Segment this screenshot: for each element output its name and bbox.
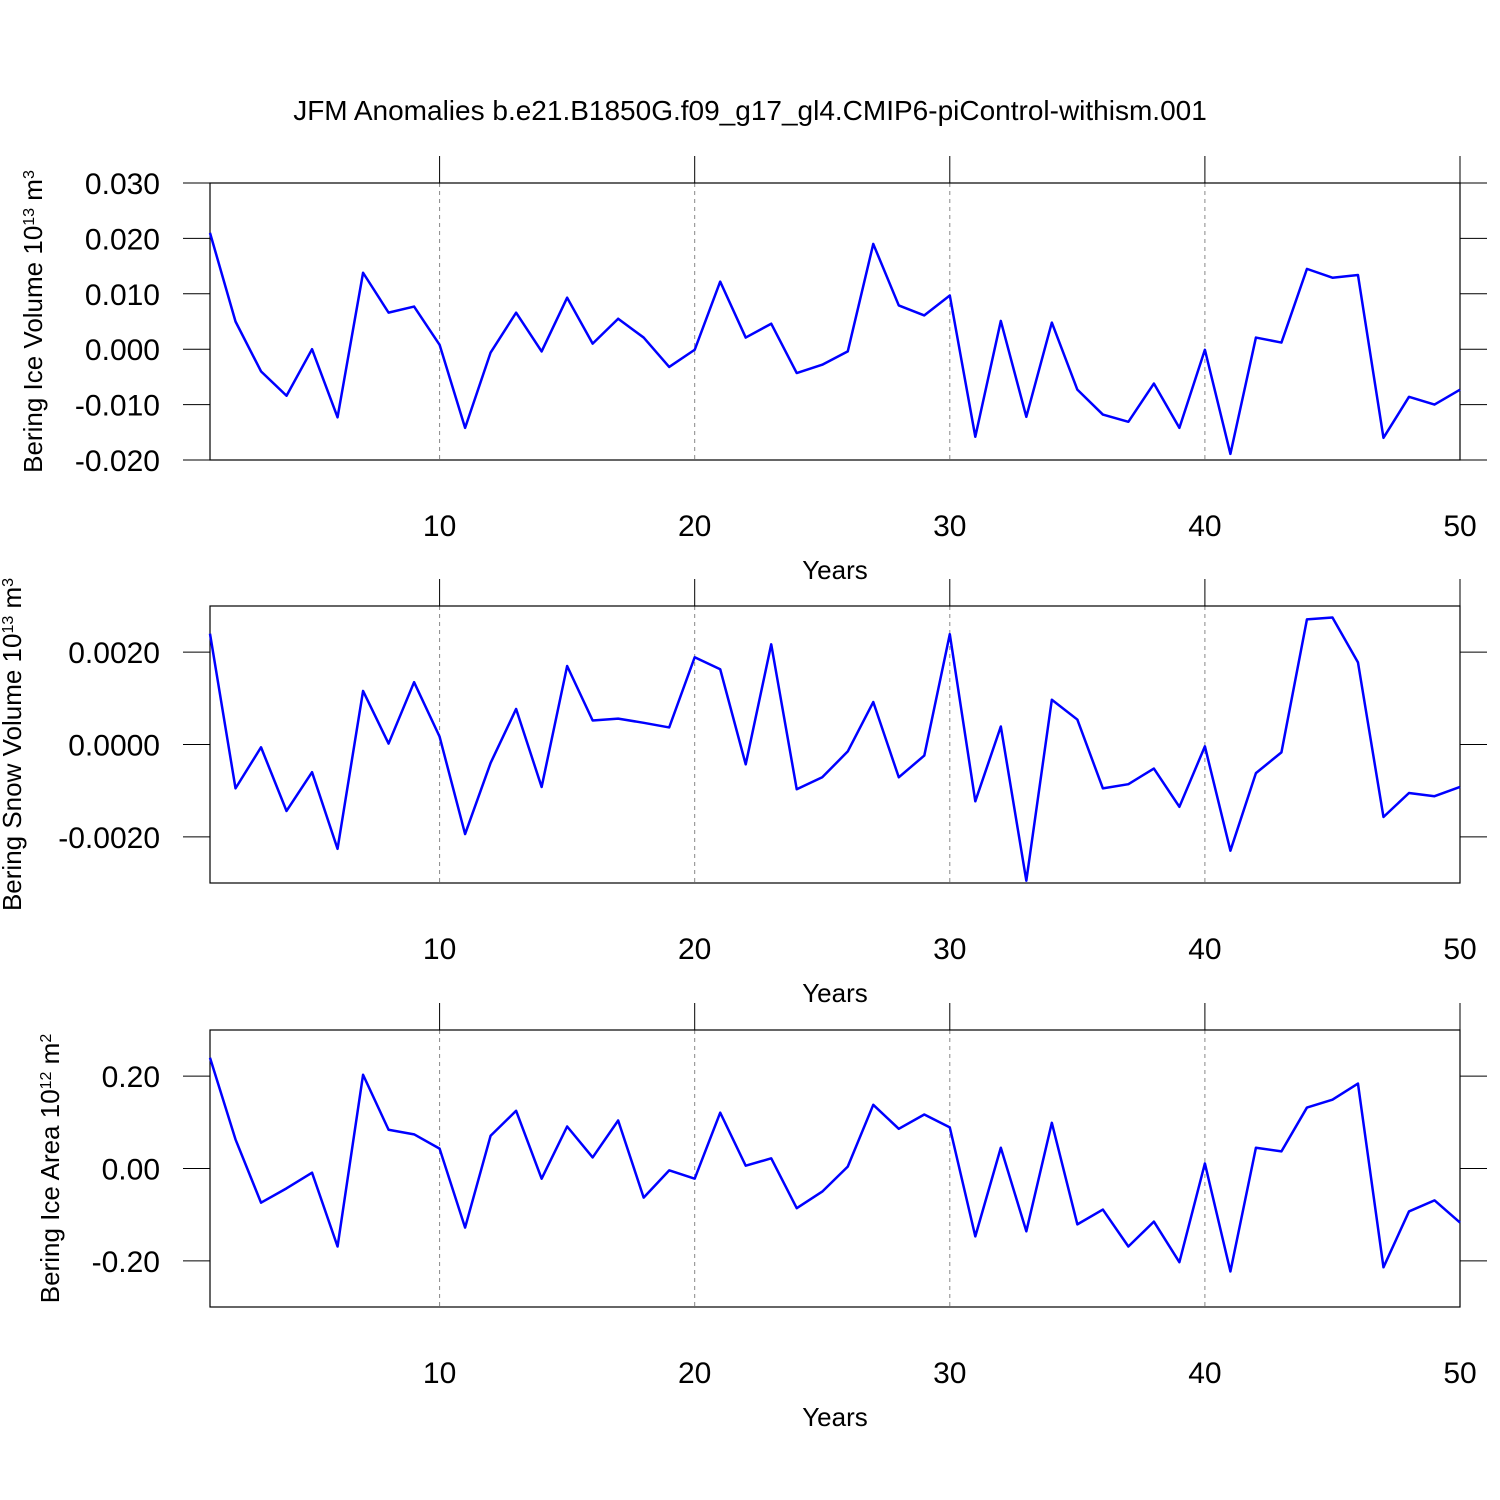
y-label-power: 12 [38, 1071, 55, 1089]
y-label-text: Bering Ice Volume 10 [18, 226, 48, 473]
y-tick-label: 0.010 [85, 279, 160, 312]
x-tick-label: 50 [1443, 1357, 1476, 1390]
y-tick-label: -0.20 [92, 1246, 160, 1279]
x-axis-label: Years [802, 1402, 868, 1432]
y-axis-label: Bering Snow Volume 1013 m3 [0, 578, 27, 911]
data-line [208, 616, 1461, 882]
x-tick-label: 10 [423, 510, 456, 543]
y-label-unit: m [18, 179, 48, 208]
y-label-unit: m [35, 1043, 65, 1072]
y-tick-label: 0.20 [102, 1061, 160, 1094]
x-tick-label: 10 [423, 933, 456, 966]
y-tick-label: 0.030 [85, 168, 160, 201]
y-label-text: Bering Snow Volume 10 [0, 634, 27, 912]
plot-frame [209, 1029, 1461, 1308]
x-tick-label: 20 [678, 1357, 711, 1390]
x-tick-label: 30 [933, 1357, 966, 1390]
y-tick-label: -0.010 [75, 390, 160, 423]
x-tick-label: 40 [1188, 510, 1221, 543]
x-tick-label: 20 [678, 510, 711, 543]
y-label-unit-power: 2 [38, 1034, 55, 1043]
y-tick-label: 0.00 [102, 1154, 160, 1187]
plot-frame [209, 605, 1461, 884]
x-tick-label: 10 [423, 1357, 456, 1390]
data-line [208, 232, 1461, 456]
x-axis-label: Years [802, 555, 868, 585]
y-tick-label: 0.020 [85, 223, 160, 256]
y-label-power: 13 [21, 208, 38, 226]
y-tick-label: 0.0000 [68, 730, 160, 763]
x-tick-label: 20 [678, 933, 711, 966]
y-tick-label: 0.0020 [68, 637, 160, 670]
y-tick-label: 0.000 [85, 334, 160, 367]
x-tick-label: 30 [933, 510, 966, 543]
x-tick-label: 50 [1443, 933, 1476, 966]
x-axis-label: Years [802, 978, 868, 1008]
x-tick-label: 40 [1188, 1357, 1221, 1390]
x-tick-label: 50 [1443, 510, 1476, 543]
y-label-unit: m [0, 587, 27, 616]
figure-title: JFM Anomalies b.e21.B1850G.f09_g17_gl4.C… [293, 95, 1207, 126]
x-tick-label: 30 [933, 933, 966, 966]
data-line [208, 1057, 1461, 1273]
y-label-text: Bering Ice Area 10 [35, 1089, 65, 1303]
y-axis-label: Bering Ice Volume 1013 m3 [18, 170, 48, 473]
y-label-power: 13 [0, 616, 17, 634]
plot-frame [209, 182, 1461, 461]
y-label-unit-power: 3 [0, 578, 17, 587]
y-tick-label: -0.0020 [58, 822, 160, 855]
y-label-unit-power: 3 [21, 170, 38, 179]
y-axis-label: Bering Ice Area 1012 m2 [35, 1034, 65, 1304]
y-tick-label: -0.020 [75, 445, 160, 478]
x-tick-label: 40 [1188, 933, 1221, 966]
